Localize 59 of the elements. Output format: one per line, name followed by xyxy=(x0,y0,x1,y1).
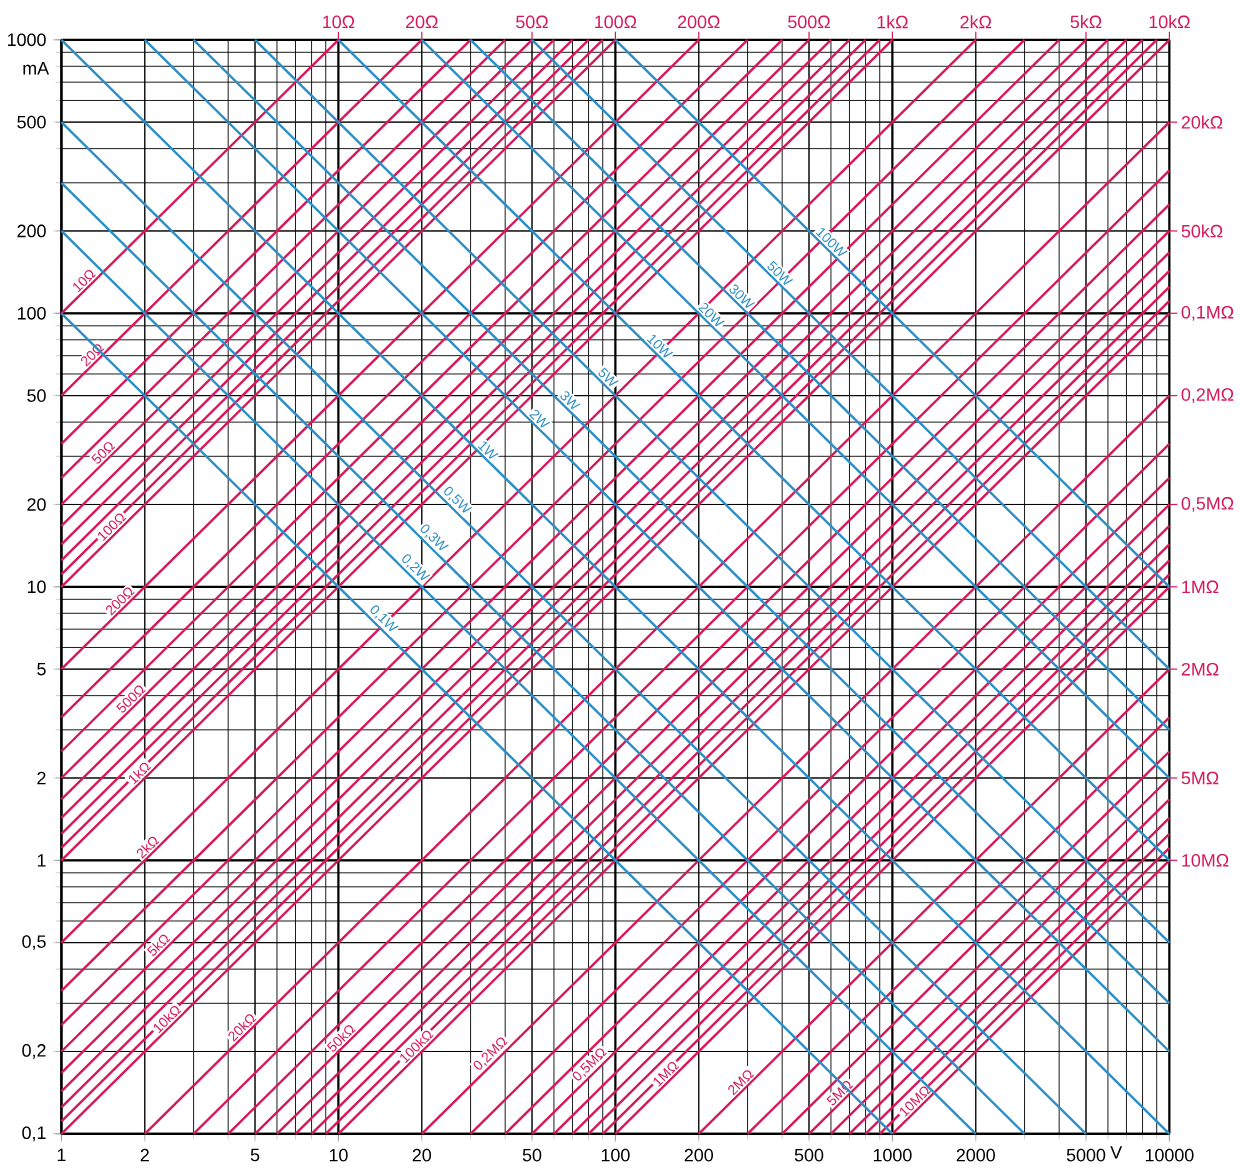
x-tick-label: 500 xyxy=(794,1148,824,1162)
y-tick-label: 500 xyxy=(17,115,46,129)
annotation: 2kΩ xyxy=(960,15,992,29)
annotation: 10Ω xyxy=(323,15,355,29)
x-tick-label: 100 xyxy=(601,1148,630,1162)
annotation: 50Ω xyxy=(516,15,548,29)
annotation: 0,2MΩ xyxy=(1181,388,1234,403)
x-axis-title: V xyxy=(1110,1146,1123,1159)
text: 1W xyxy=(477,441,499,459)
x-tick-label: 1000 xyxy=(873,1148,912,1162)
text: 20W xyxy=(698,302,725,327)
annotation: 5kΩ xyxy=(1070,15,1102,29)
y-tick-label: 2 xyxy=(37,771,46,785)
annotation: 1MΩ xyxy=(1182,580,1219,594)
x-tick-label: 5000 xyxy=(1066,1148,1106,1162)
annotation: 50kΩ xyxy=(1181,224,1223,238)
text: 50Ω xyxy=(91,442,116,464)
y-tick-label: 0,2 xyxy=(22,1044,46,1059)
x-tick-label: 20 xyxy=(412,1148,432,1162)
annotation: 100Ω xyxy=(595,15,637,29)
x-tick-label: 200 xyxy=(684,1148,714,1162)
annotation: 10MΩ xyxy=(1182,853,1229,867)
y-tick-label: 100 xyxy=(17,306,46,320)
annotation: 0,1MΩ xyxy=(1181,305,1234,321)
annotation: 200Ω xyxy=(678,15,720,29)
y-tick-label: 0,5 xyxy=(22,935,46,950)
text: 5kΩ xyxy=(146,934,171,956)
text: 20Ω xyxy=(81,344,105,367)
y-tick-label: 1000 xyxy=(8,33,46,47)
text: 10Ω xyxy=(73,270,96,293)
y-tick-label: 50 xyxy=(27,389,46,402)
x-tick-label: 5 xyxy=(250,1148,260,1162)
y-tick-label: 200 xyxy=(17,224,46,238)
y-tick-label: 5 xyxy=(37,662,46,676)
y-tick-label: 10 xyxy=(27,580,46,594)
y-tick-label: 0,1 xyxy=(22,1126,46,1142)
y-tick-label: 1 xyxy=(37,854,46,867)
x-tick-label: 10000 xyxy=(1145,1148,1194,1162)
y-axis-title: mA xyxy=(23,62,50,75)
annotation: 0,5MΩ xyxy=(1181,497,1234,512)
annotation: 20Ω xyxy=(406,15,438,29)
annotation: 20kΩ xyxy=(1181,115,1223,129)
x-tick-label: 10 xyxy=(329,1148,348,1162)
text: 1kΩ xyxy=(128,762,152,785)
text: 2kΩ xyxy=(136,836,160,859)
text: 5W xyxy=(598,367,619,387)
text: 3W xyxy=(560,391,581,410)
text: 2W xyxy=(529,409,551,428)
x-tick-label: 1 xyxy=(57,1148,66,1162)
x-tick-label: 50 xyxy=(522,1148,542,1162)
x-tick-label: 2000 xyxy=(956,1148,995,1162)
y-tick-label: 20 xyxy=(27,498,46,511)
annotation: 500Ω xyxy=(788,15,830,29)
text: 10W xyxy=(646,334,674,358)
annotation: 1kΩ xyxy=(877,15,908,29)
x-tick-label: 2 xyxy=(140,1148,149,1162)
annotation: 2MΩ xyxy=(1181,662,1219,676)
annotation: 10kΩ xyxy=(1149,15,1190,29)
annotation: 5MΩ xyxy=(1181,771,1219,785)
